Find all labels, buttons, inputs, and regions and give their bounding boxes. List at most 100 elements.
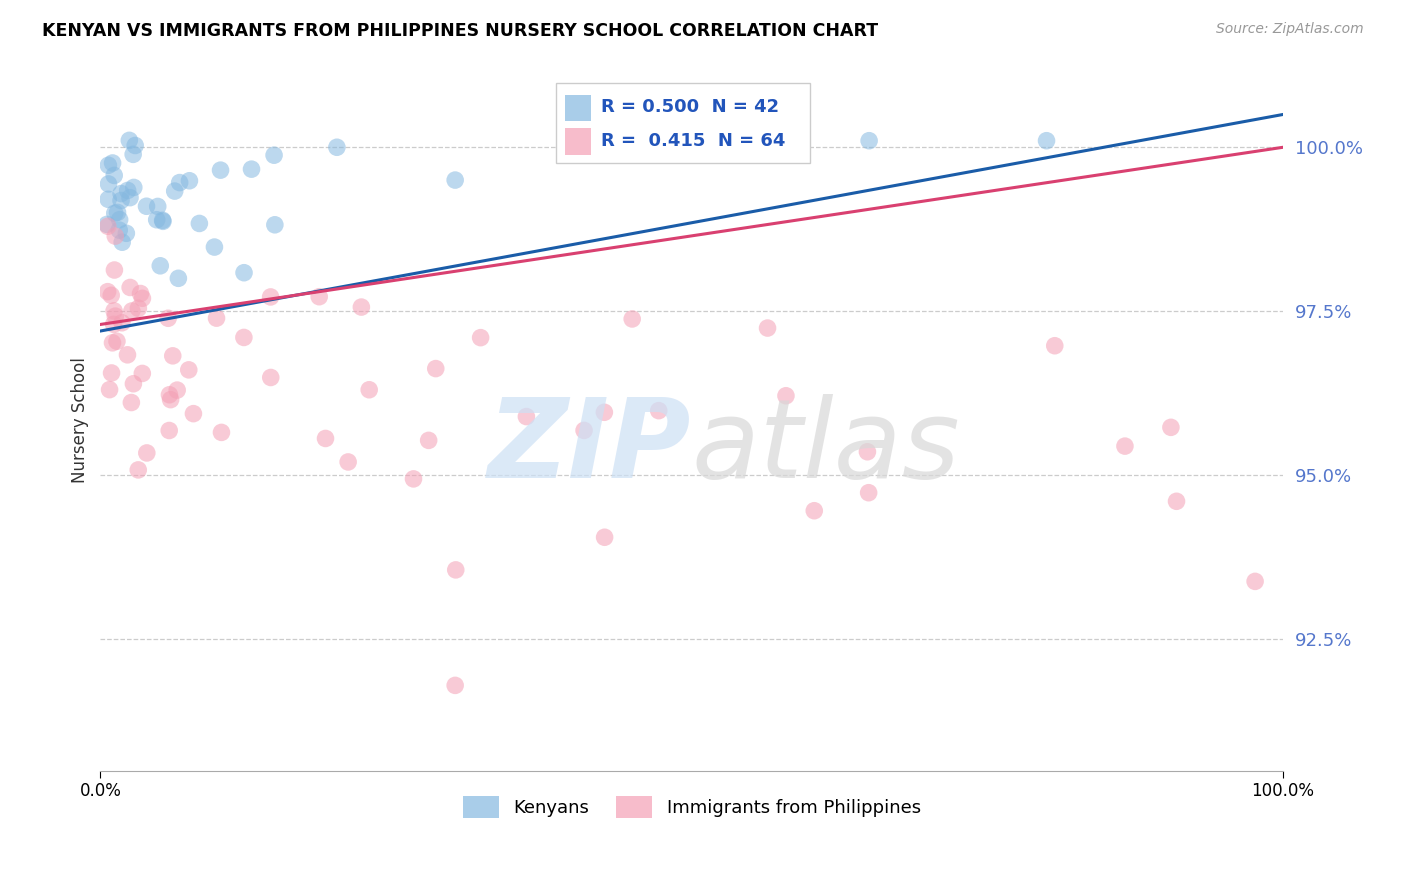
Point: [259, 290, 281, 304]
Point: [117, 183, 139, 197]
Point: [205, 311, 228, 326]
Point: [115, 227, 138, 241]
Point: [127, 463, 149, 477]
Point: [233, 266, 256, 280]
Point: [124, 138, 146, 153]
Point: [135, 199, 157, 213]
Point: [260, 370, 283, 384]
Point: [1043, 339, 1066, 353]
Point: [152, 214, 174, 228]
Point: [159, 388, 181, 402]
Point: [263, 148, 285, 162]
Point: [1244, 574, 1267, 589]
Point: [117, 348, 139, 362]
Point: [1160, 420, 1182, 434]
Point: [118, 133, 141, 147]
Point: [111, 316, 134, 330]
Point: [775, 389, 797, 403]
Point: [96, 218, 118, 232]
Point: [803, 504, 825, 518]
Point: [129, 286, 152, 301]
Point: [418, 434, 440, 448]
Point: [856, 444, 879, 458]
Point: [100, 288, 122, 302]
Point: [145, 212, 167, 227]
Point: [101, 335, 124, 350]
Point: [858, 134, 880, 148]
Point: [308, 290, 330, 304]
Point: [111, 235, 134, 250]
Point: [122, 376, 145, 391]
Point: [97, 285, 120, 299]
Point: [127, 301, 149, 316]
Point: [103, 263, 125, 277]
Point: [648, 403, 671, 417]
Point: [740, 140, 762, 154]
Point: [211, 425, 233, 440]
Point: [1114, 439, 1136, 453]
Point: [425, 361, 447, 376]
Point: [97, 158, 120, 172]
FancyBboxPatch shape: [555, 83, 810, 163]
Point: [177, 363, 200, 377]
Point: [756, 321, 779, 335]
Point: [263, 218, 285, 232]
Point: [204, 240, 226, 254]
Point: [315, 432, 337, 446]
Point: [240, 162, 263, 177]
Point: [110, 186, 132, 201]
Point: [101, 156, 124, 170]
Point: [104, 229, 127, 244]
Point: [209, 163, 232, 178]
Point: [108, 223, 131, 237]
Point: [621, 312, 644, 326]
Point: [100, 366, 122, 380]
Point: [515, 409, 537, 424]
Point: [470, 331, 492, 345]
Point: [131, 367, 153, 381]
Point: [104, 309, 127, 323]
FancyBboxPatch shape: [565, 95, 591, 121]
Point: [232, 330, 254, 344]
Point: [120, 395, 142, 409]
Point: [183, 407, 205, 421]
Point: [157, 424, 180, 438]
Point: [152, 213, 174, 227]
Point: [104, 206, 127, 220]
Point: [97, 177, 120, 191]
Point: [149, 259, 172, 273]
Point: [1166, 494, 1188, 508]
Point: [167, 271, 190, 285]
Point: [105, 334, 128, 349]
Point: [107, 205, 129, 219]
Text: KENYAN VS IMMIGRANTS FROM PHILIPPINES NURSERY SCHOOL CORRELATION CHART: KENYAN VS IMMIGRANTS FROM PHILIPPINES NU…: [42, 22, 879, 40]
Text: R = 0.500  N = 42: R = 0.500 N = 42: [600, 98, 779, 116]
Point: [188, 217, 211, 231]
Text: atlas: atlas: [692, 394, 960, 501]
Point: [110, 194, 132, 208]
Point: [103, 318, 125, 332]
Point: [572, 424, 595, 438]
Point: [103, 303, 125, 318]
Point: [179, 174, 201, 188]
Y-axis label: Nursery School: Nursery School: [72, 357, 89, 483]
Text: Source: ZipAtlas.com: Source: ZipAtlas.com: [1216, 22, 1364, 37]
Point: [122, 180, 145, 194]
Point: [444, 678, 467, 692]
Point: [326, 140, 349, 154]
Legend: Kenyans, Immigrants from Philippines: Kenyans, Immigrants from Philippines: [456, 789, 928, 825]
Point: [593, 405, 616, 419]
Point: [146, 199, 169, 213]
Point: [359, 383, 381, 397]
Point: [121, 304, 143, 318]
Point: [593, 530, 616, 544]
Point: [118, 191, 141, 205]
Point: [120, 280, 142, 294]
Point: [1035, 134, 1057, 148]
Point: [337, 455, 360, 469]
Point: [135, 446, 157, 460]
FancyBboxPatch shape: [565, 128, 591, 155]
Text: ZIP: ZIP: [488, 394, 692, 501]
Point: [98, 383, 121, 397]
Point: [350, 300, 373, 314]
